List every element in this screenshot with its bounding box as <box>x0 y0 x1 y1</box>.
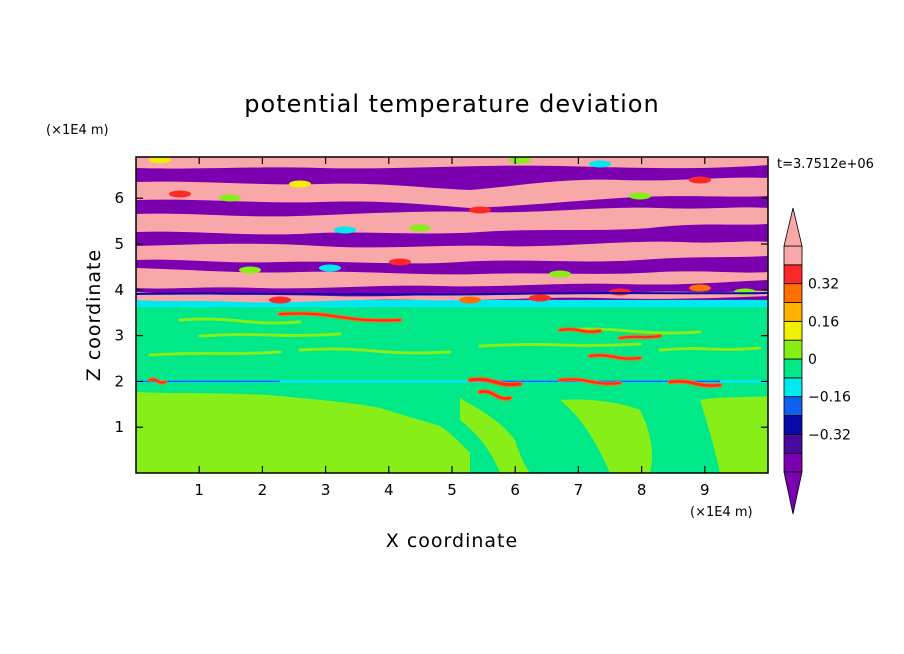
warm-streak <box>478 342 642 348</box>
eddy <box>289 180 311 188</box>
colorbar-under-arrow <box>783 471 803 515</box>
eddy <box>609 288 631 296</box>
warm-streak <box>178 317 302 325</box>
colorbar-swatch <box>783 283 803 303</box>
warm-filament <box>559 378 621 385</box>
upper-warm-band <box>136 268 768 289</box>
eddy <box>334 226 356 234</box>
warm-streak <box>298 347 452 355</box>
colorbar-swatch <box>783 396 803 416</box>
colorbar-tick-label: −0.32 <box>808 427 851 443</box>
warm-filament <box>559 328 601 333</box>
warm-filament <box>589 354 641 360</box>
y-tick-label: 2 <box>114 372 124 390</box>
inversion-layer <box>136 299 768 308</box>
warm-filament <box>668 380 722 387</box>
y-tick-label: 1 <box>114 418 124 436</box>
eddy <box>469 206 491 214</box>
x-tick-label: 2 <box>258 481 268 499</box>
colorbar-swatch <box>783 433 803 454</box>
eddy <box>589 160 611 168</box>
x-tick-label: 3 <box>321 481 331 499</box>
warm-streak <box>658 346 762 352</box>
x-tick-label: 8 <box>637 481 647 499</box>
eddy <box>239 266 261 274</box>
eddy <box>549 270 571 278</box>
colorbar-swatch <box>783 415 803 435</box>
eddy <box>629 192 651 200</box>
eddy <box>689 284 711 292</box>
colorbar-swatch <box>783 358 803 379</box>
eddy <box>169 190 191 198</box>
lower-warm-region <box>340 420 390 473</box>
eddy <box>459 296 481 304</box>
x-tick-label: 4 <box>384 481 394 499</box>
lower-warm-region <box>460 398 530 473</box>
colorbar-swatch <box>783 339 803 360</box>
x-tick-label: 5 <box>447 481 457 499</box>
eddy <box>219 194 241 202</box>
x-axis: 1 2 3 4 5 6 7 8 9 <box>194 157 710 499</box>
x-tick-label: 1 <box>194 481 204 499</box>
chart-title: potential temperature deviation <box>244 90 659 118</box>
lower-warm-region <box>700 396 768 473</box>
time-label: t=3.7512e+06 <box>777 157 874 172</box>
eddy <box>319 264 341 272</box>
cold-edge <box>136 292 768 296</box>
upper-warm-band <box>136 207 768 235</box>
y-tick-label: 3 <box>114 327 124 345</box>
y-tick-label: 6 <box>114 189 124 207</box>
colorbar-tick-label: 0.32 <box>808 277 839 293</box>
warm-streak <box>198 332 342 338</box>
eddy <box>389 258 411 266</box>
y-tick-label: 4 <box>114 281 124 299</box>
warm-filament <box>619 335 661 339</box>
y-axis-label: Z coordinate <box>83 249 105 381</box>
x-axis-label: X coordinate <box>386 530 518 552</box>
colorbar-over-arrow <box>783 207 803 247</box>
eddy <box>689 176 711 184</box>
upper-warm-band <box>136 241 768 264</box>
eddy <box>734 288 756 296</box>
colorbar-tick-label: 0 <box>808 352 817 368</box>
x-tick-label: 6 <box>510 481 520 499</box>
colorbar-swatch <box>783 264 803 285</box>
y-unit-label: (×1E4 m) <box>46 123 109 138</box>
x-tick-label: 7 <box>574 481 584 499</box>
eddy <box>509 157 531 164</box>
colorbar-tick-label: 0.16 <box>808 314 839 330</box>
colorbar-swatch <box>783 377 803 398</box>
eddy <box>269 296 291 304</box>
y-tick-label: 5 <box>114 235 124 253</box>
eddy <box>409 224 431 232</box>
warm-filament <box>468 377 522 387</box>
colorbar-swatch <box>783 302 803 322</box>
warm-filament <box>478 390 512 400</box>
colorbar-swatch <box>783 320 803 341</box>
warm-filament <box>149 378 166 384</box>
y-axis: 1 2 3 4 5 6 <box>114 189 768 436</box>
warm-streak <box>148 350 282 357</box>
lower-warm-region <box>560 399 652 473</box>
warm-filament <box>279 312 401 322</box>
lower-warm-region <box>420 430 460 473</box>
eddy <box>529 294 551 302</box>
x-tick-label: 9 <box>700 481 710 499</box>
contour-field <box>136 157 768 473</box>
colorbar-tick-label: −0.16 <box>808 390 851 406</box>
colorbar-swatch <box>783 245 803 266</box>
colorbar: 0.32 0.16 0 −0.16 −0.32 <box>783 207 851 515</box>
eddy <box>149 157 171 164</box>
x-unit-label: (×1E4 m) <box>690 505 753 520</box>
lower-warm-region <box>136 447 280 473</box>
colorbar-swatch <box>783 452 803 473</box>
